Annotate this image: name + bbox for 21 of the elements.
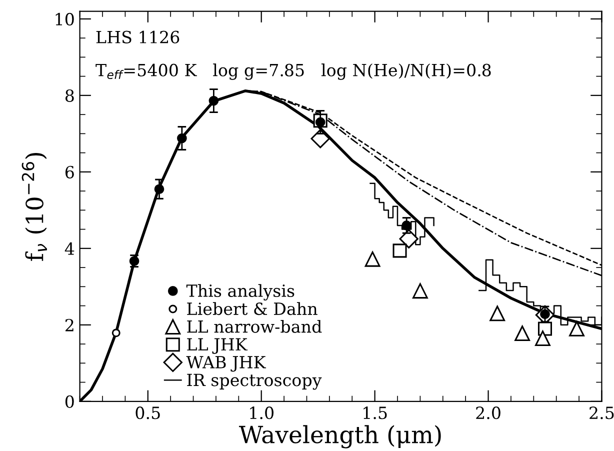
y-tick-label: 8	[65, 89, 74, 102]
x-axis-title: Wavelength (μm)	[238, 425, 441, 448]
annotation: LHS 1126	[96, 30, 180, 44]
annotation: T$_{eff}$=5400 K log g=7.85 log N(He)/N(H)=0.8	[96, 63, 491, 80]
y-tick-label: 4	[64, 242, 74, 255]
x-tick-label: 0.5	[136, 406, 160, 420]
y-axis-title: f$_{ν}$ (10$^{−26}$)	[22, 153, 47, 261]
x-tick-label: 2.0	[476, 406, 500, 420]
legend-label: LL JHK	[187, 338, 248, 354]
legend-label: LL narrow-band	[187, 320, 322, 333]
y-tick-label: 0	[65, 395, 74, 408]
legend-label: WAB JHK	[186, 356, 266, 372]
legend-label: Liebert & Dahn	[187, 302, 318, 316]
x-tick-label: 1.5	[364, 406, 387, 420]
x-tick-label: 2.5	[590, 406, 614, 420]
x-tick-label: 1.0	[250, 406, 274, 420]
legend-label: IR spectroscopy	[187, 374, 322, 390]
y-tick-label: 2	[65, 318, 74, 332]
y-tick-label: 10	[56, 12, 74, 26]
legend-label: This analysis	[186, 284, 294, 300]
y-tick-label: 6	[65, 166, 74, 178]
